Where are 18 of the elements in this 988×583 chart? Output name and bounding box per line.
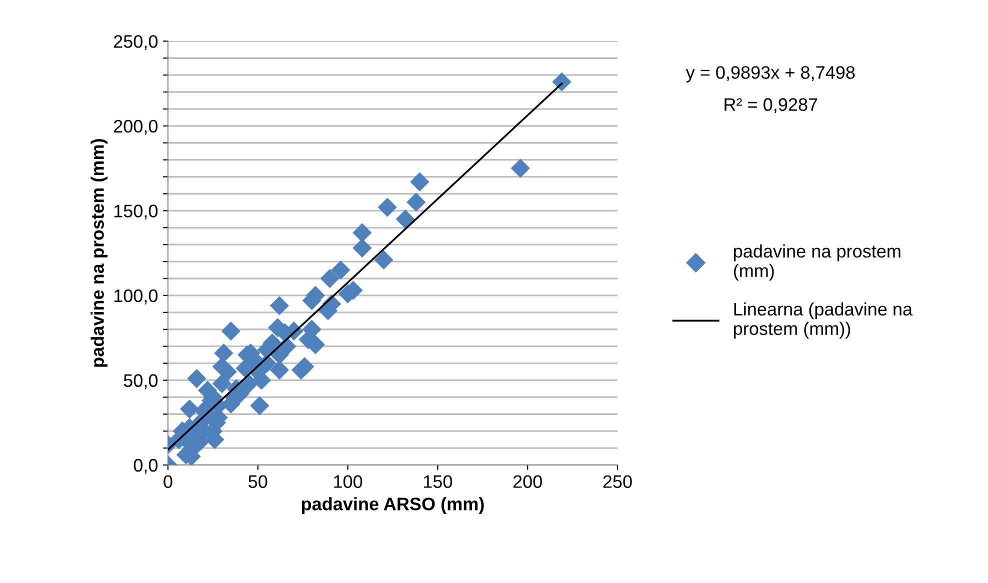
x-tick-label: 150 bbox=[424, 475, 452, 488]
x-tick-label: 200 bbox=[513, 475, 542, 488]
y-axis-title: padavine na prostem (mm) bbox=[90, 139, 108, 367]
y-tick-label: 200,0 bbox=[114, 120, 158, 135]
legend-label: padavine na prostem (mm) bbox=[734, 244, 900, 281]
text: y = 0,9893x + 8,7498 bbox=[686, 66, 855, 82]
y-tick-label: 100,0 bbox=[114, 289, 158, 304]
x-tick-label: 50 bbox=[248, 475, 268, 488]
y-tick-label: 50,0 bbox=[124, 374, 158, 390]
y-tick-label: 150,0 bbox=[114, 204, 158, 220]
y-tick-label: 0,0 bbox=[134, 458, 158, 474]
legend-label: Linearna (padavine na prostem (mm)) bbox=[734, 302, 913, 339]
y-tick-label: 250,0 bbox=[114, 35, 158, 50]
text: R² = 0,9287 bbox=[724, 98, 818, 114]
x-tick-label: 100 bbox=[334, 475, 362, 488]
x-tick-label: 0 bbox=[164, 475, 172, 488]
x-tick-label: 250 bbox=[603, 475, 632, 488]
x-axis-title: padavine ARSO (mm) bbox=[302, 497, 484, 514]
